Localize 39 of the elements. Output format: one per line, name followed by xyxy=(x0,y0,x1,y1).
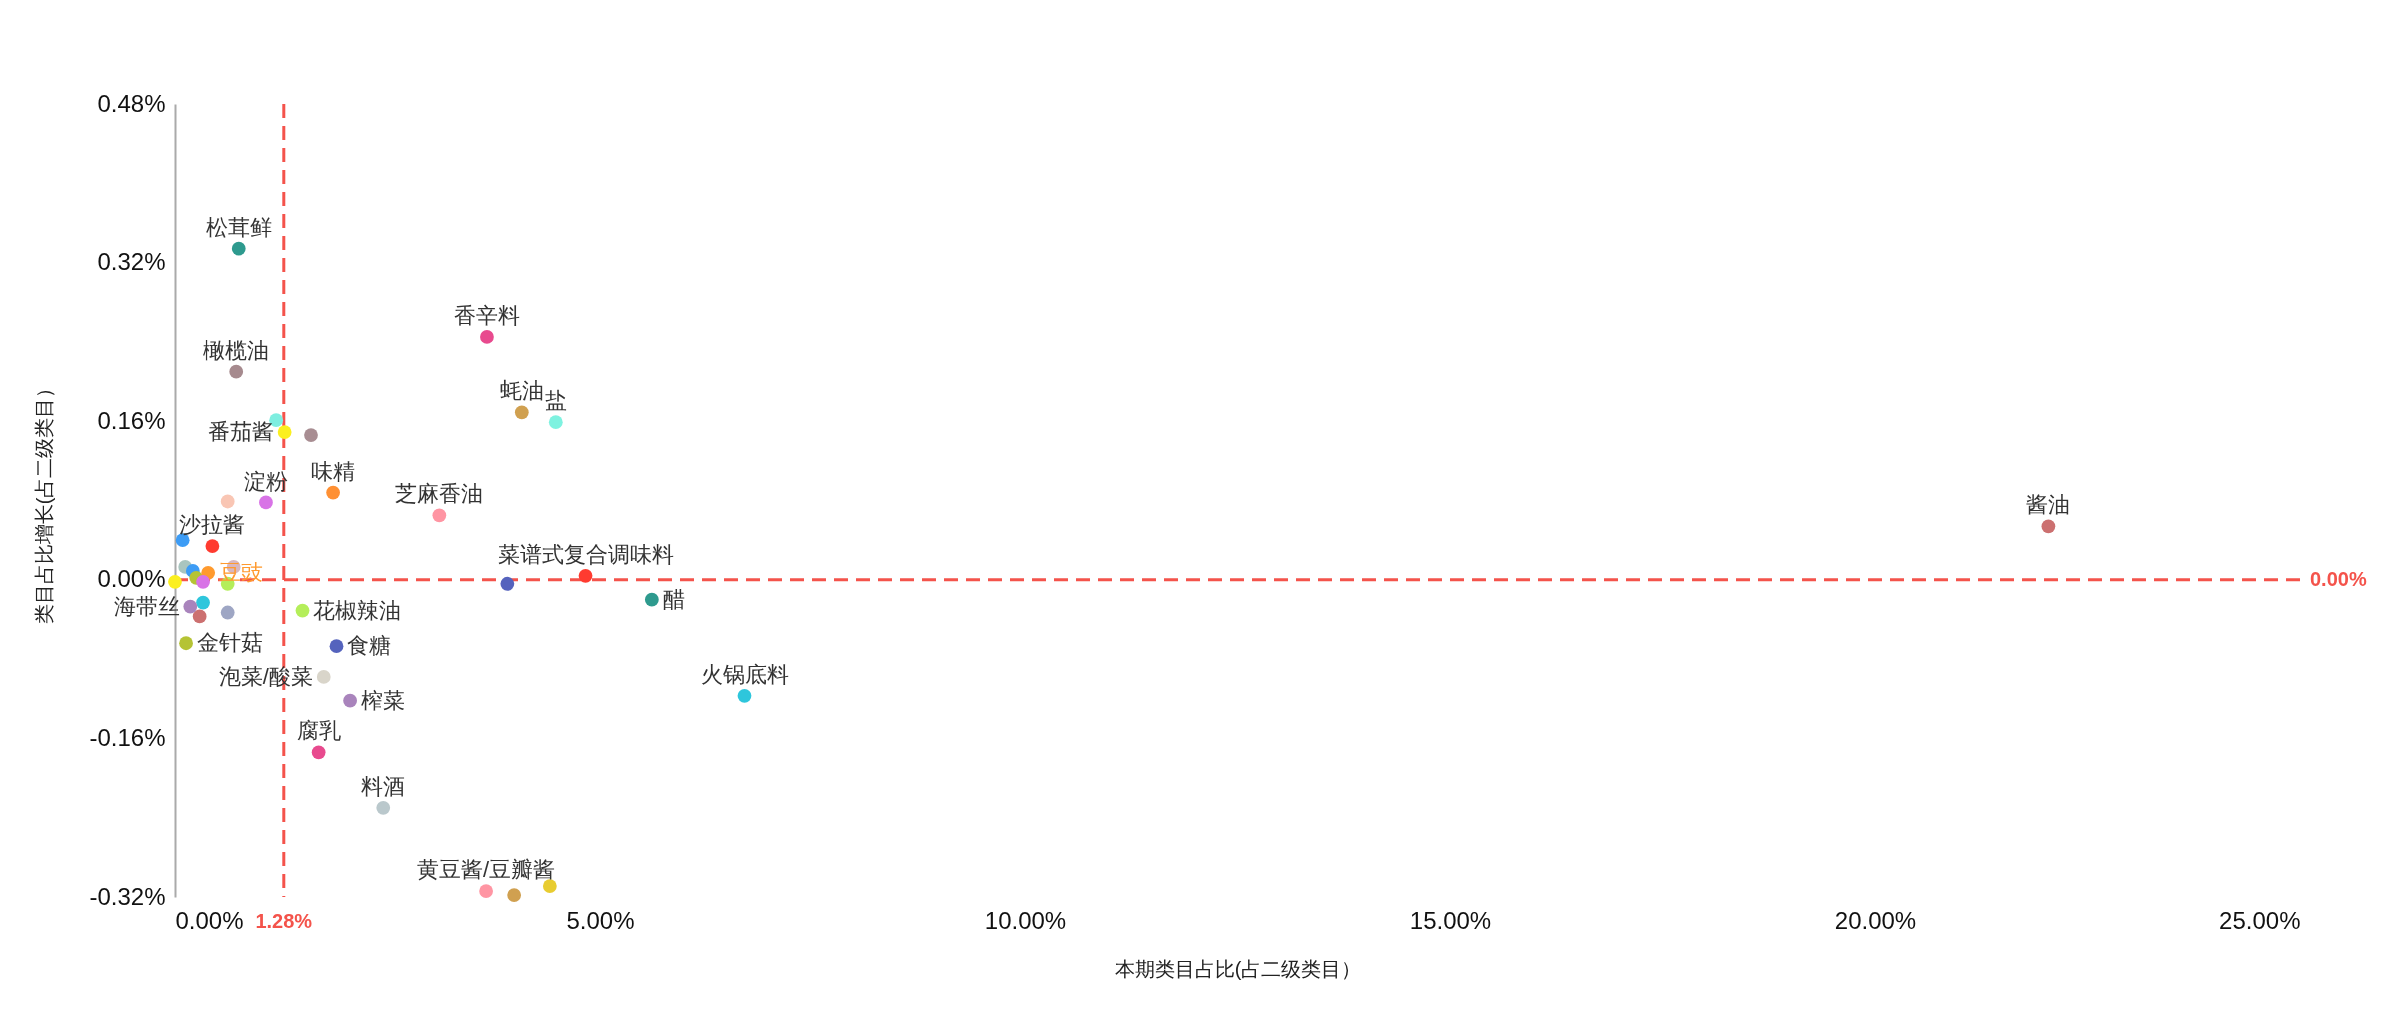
x-tick-label: 5.00% xyxy=(566,906,635,934)
y-tick-label: -0.32% xyxy=(89,882,166,910)
series-label: 海带丝 xyxy=(113,593,180,619)
series-label: 沙拉酱 xyxy=(179,512,246,538)
x-tick-label: 25.00% xyxy=(2219,906,2301,934)
series-label: 盐 xyxy=(544,388,567,414)
series-label: 芝麻香油 xyxy=(395,481,484,507)
series-label: 醋 xyxy=(662,586,685,612)
ref-line-label: 1.28% xyxy=(255,910,313,932)
x-axis-title: 本期类目占比(占二级类目） xyxy=(1114,957,1362,980)
series-label: 味精 xyxy=(311,458,356,484)
series-label: 黄豆酱/豆瓣酱 xyxy=(417,857,556,883)
series-label: 泡菜/酸菜 xyxy=(218,663,313,689)
x-tick-label: 20.00% xyxy=(1834,906,1917,934)
x-tick-label: 15.00% xyxy=(1409,906,1492,934)
x-tick-label: 10.00% xyxy=(984,906,1067,934)
y-tick-label: -0.16% xyxy=(89,723,166,751)
series-label: 菜谱式复合调味料 xyxy=(497,541,674,567)
series-label: 橄榄油 xyxy=(203,337,270,363)
x-tick-label: 0.00% xyxy=(175,906,244,934)
series-label: 松茸鲜 xyxy=(205,214,272,240)
series-label: 火锅底料 xyxy=(700,661,789,687)
y-tick-label: 0.48% xyxy=(97,89,166,117)
ref-line-label: 0.00% xyxy=(2310,567,2367,590)
series-label: 淀粉 xyxy=(243,468,288,494)
series-label: 酱油 xyxy=(2026,492,2071,518)
series-label: 料酒 xyxy=(361,773,406,799)
series-label: 蚝油 xyxy=(499,378,544,404)
series-label: 金针菇 xyxy=(196,630,263,656)
series-label: 番茄酱 xyxy=(207,419,274,445)
y-axis-title: 类目占比增长(占二级类目） xyxy=(33,377,56,625)
series-label: 腐乳 xyxy=(296,718,341,744)
series-label: 食糖 xyxy=(347,633,392,659)
series-label: 榨菜 xyxy=(360,687,405,713)
y-tick-label: 0.00% xyxy=(97,565,166,593)
y-tick-label: 0.16% xyxy=(97,406,166,434)
series-label: 香辛料 xyxy=(453,302,520,328)
y-tick-label: 0.32% xyxy=(97,248,166,276)
series-label: 花椒辣油 xyxy=(313,597,402,623)
